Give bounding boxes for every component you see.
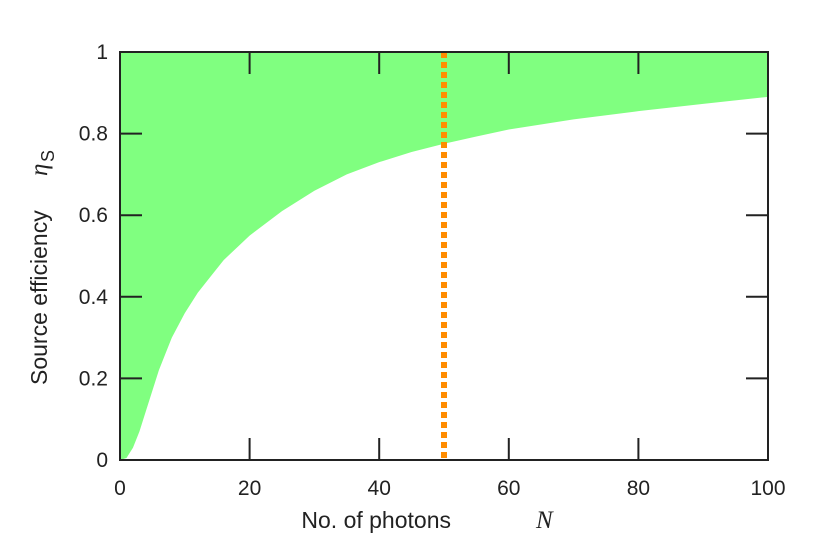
plot-frame <box>119 51 769 461</box>
y-tick-label: 0.4 <box>79 286 109 309</box>
axis-labels: No. of photons N Source efficiency η S <box>26 150 554 534</box>
y-axis-variable: η <box>26 164 53 176</box>
feasible-region <box>120 52 768 460</box>
x-tick-label: 40 <box>368 477 391 500</box>
y-tick-label: 0.8 <box>79 123 108 146</box>
y-axis-subscript: S <box>38 150 58 162</box>
plot-area <box>120 52 768 460</box>
axes-frame: 0 20 40 60 80 100 0 0.2 0.4 0.6 0.8 1 <box>79 41 786 500</box>
y-axis-label-group: Source efficiency η S <box>26 150 58 385</box>
y-tick-label: 1 <box>96 41 108 64</box>
x-tick-label: 20 <box>238 477 261 500</box>
y-tick-label: 0 <box>96 449 108 472</box>
x-tick-label: 0 <box>114 477 126 500</box>
x-tick-label: 100 <box>750 477 785 500</box>
x-tick-label: 80 <box>627 477 650 500</box>
x-axis-variable: N <box>535 507 554 534</box>
y-tick-label: 0.2 <box>79 367 108 390</box>
x-axis-label: No. of photons <box>301 507 451 533</box>
x-tick-label: 60 <box>497 477 520 500</box>
y-axis-label: Source efficiency <box>26 210 52 385</box>
y-tick-label: 0.6 <box>79 204 108 227</box>
